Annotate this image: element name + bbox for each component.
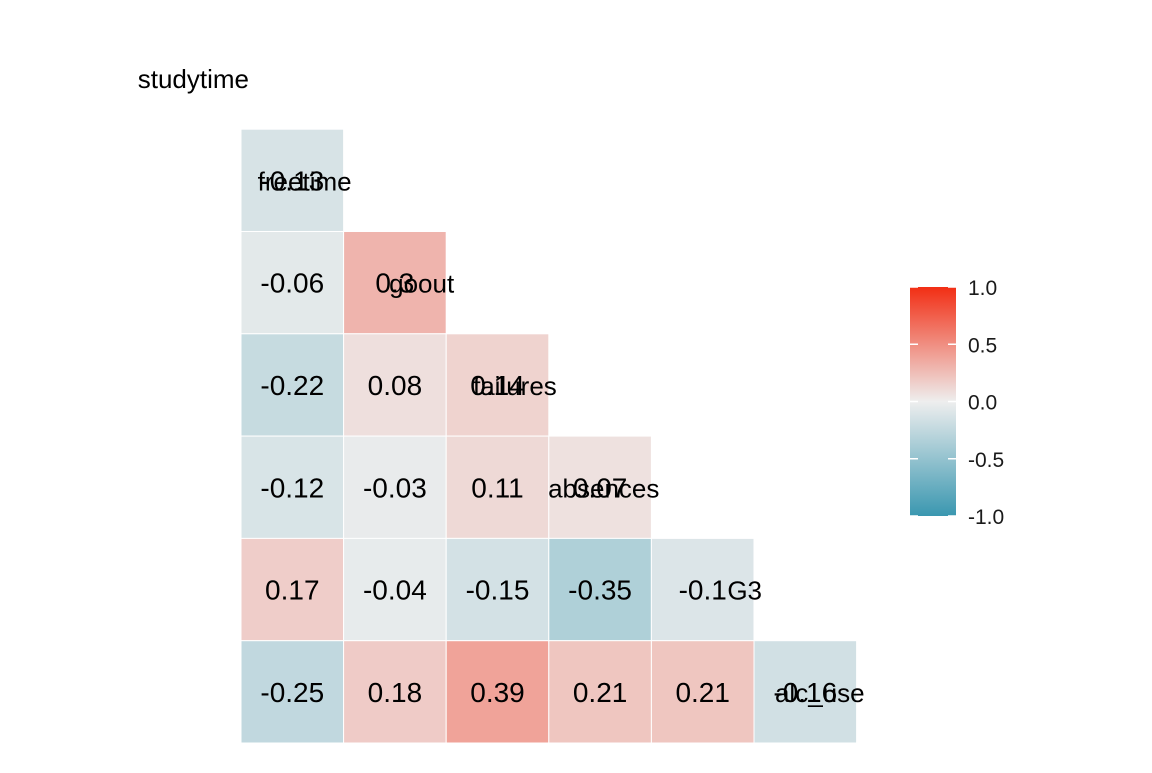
- labels-layer: studytime freetime goout failures absences G3…: [138, 64, 865, 708]
- cell-value-label: 0.3: [375, 268, 414, 299]
- heatmap-cell: [240, 537, 345, 642]
- cell-value-label: 0.07: [573, 472, 628, 503]
- legend-tick-label: -1.0: [968, 506, 1004, 529]
- heatmap-cell: [445, 333, 550, 437]
- cell-value-label: 0.11: [471, 472, 523, 503]
- heatmap-cell: [753, 640, 858, 744]
- color-legend: 1.0 0.5 0.0 -0.5 -1.0: [910, 277, 1004, 529]
- cell-value-label: -0.12: [260, 472, 324, 503]
- cell-value-label: 0.21: [675, 677, 730, 708]
- heatmap-cell: [548, 435, 652, 539]
- cell-value-label: -0.1: [679, 575, 727, 606]
- cell-value-label: -0.25: [260, 677, 324, 708]
- cell-value-label: -0.16: [773, 677, 837, 708]
- heatmap-cell: [548, 537, 652, 642]
- heatmap-cell: [240, 128, 345, 232]
- cell-value-label: 0.14: [470, 370, 525, 401]
- heatmap-cell: [343, 640, 447, 744]
- cell-value-label: 0.18: [368, 677, 423, 708]
- variable-label: absences: [548, 473, 659, 503]
- cell-value-label: 0.08: [368, 370, 423, 401]
- cell-value-label: 0.21: [573, 677, 628, 708]
- heatmap-cell: [240, 231, 345, 335]
- heatmap-cell: [343, 537, 447, 642]
- heatmap-cell: [548, 640, 652, 744]
- heatmap-cell: [445, 640, 550, 744]
- cell-value-label: -0.35: [568, 575, 632, 606]
- legend-tick-label: -0.5: [968, 449, 1004, 472]
- variable-label: G3: [727, 576, 762, 606]
- heatmap-cell: [343, 333, 447, 437]
- cell-value-label: -0.15: [466, 575, 530, 606]
- heatmap-cell: [240, 333, 345, 437]
- variable-label: freetime: [258, 166, 352, 196]
- cell-value-label: -0.13: [260, 165, 324, 196]
- heatmap-cell: [240, 640, 345, 744]
- variable-label: goout: [389, 269, 455, 299]
- heatmap-cell: [240, 435, 345, 539]
- heatmap-cell: [445, 435, 550, 539]
- heatmap-cell: [343, 231, 447, 335]
- cell-value-label: 0.39: [470, 677, 525, 708]
- cell-value-label: -0.22: [260, 370, 324, 401]
- cell-value-label: 0.17: [265, 575, 320, 606]
- cell-value-label: -0.06: [260, 268, 324, 299]
- legend-tick-label: 0.5: [968, 334, 997, 357]
- legend-tick-label: 0.0: [968, 392, 997, 415]
- variable-label: studytime: [138, 64, 249, 94]
- heatmap-cell: [343, 435, 447, 539]
- variable-label: failures: [473, 371, 557, 401]
- heatmap-cell: [650, 640, 755, 744]
- cell-value-label: -0.04: [363, 575, 427, 606]
- cells-layer: -0.13 -0.06 0.3 -0.22 0.08 0.14 -0.12 -0.03 0.11…: [240, 128, 858, 744]
- legend-tick-label: 1.0: [968, 277, 997, 300]
- variable-label: alc_use: [775, 678, 865, 708]
- cell-value-label: -0.03: [363, 472, 427, 503]
